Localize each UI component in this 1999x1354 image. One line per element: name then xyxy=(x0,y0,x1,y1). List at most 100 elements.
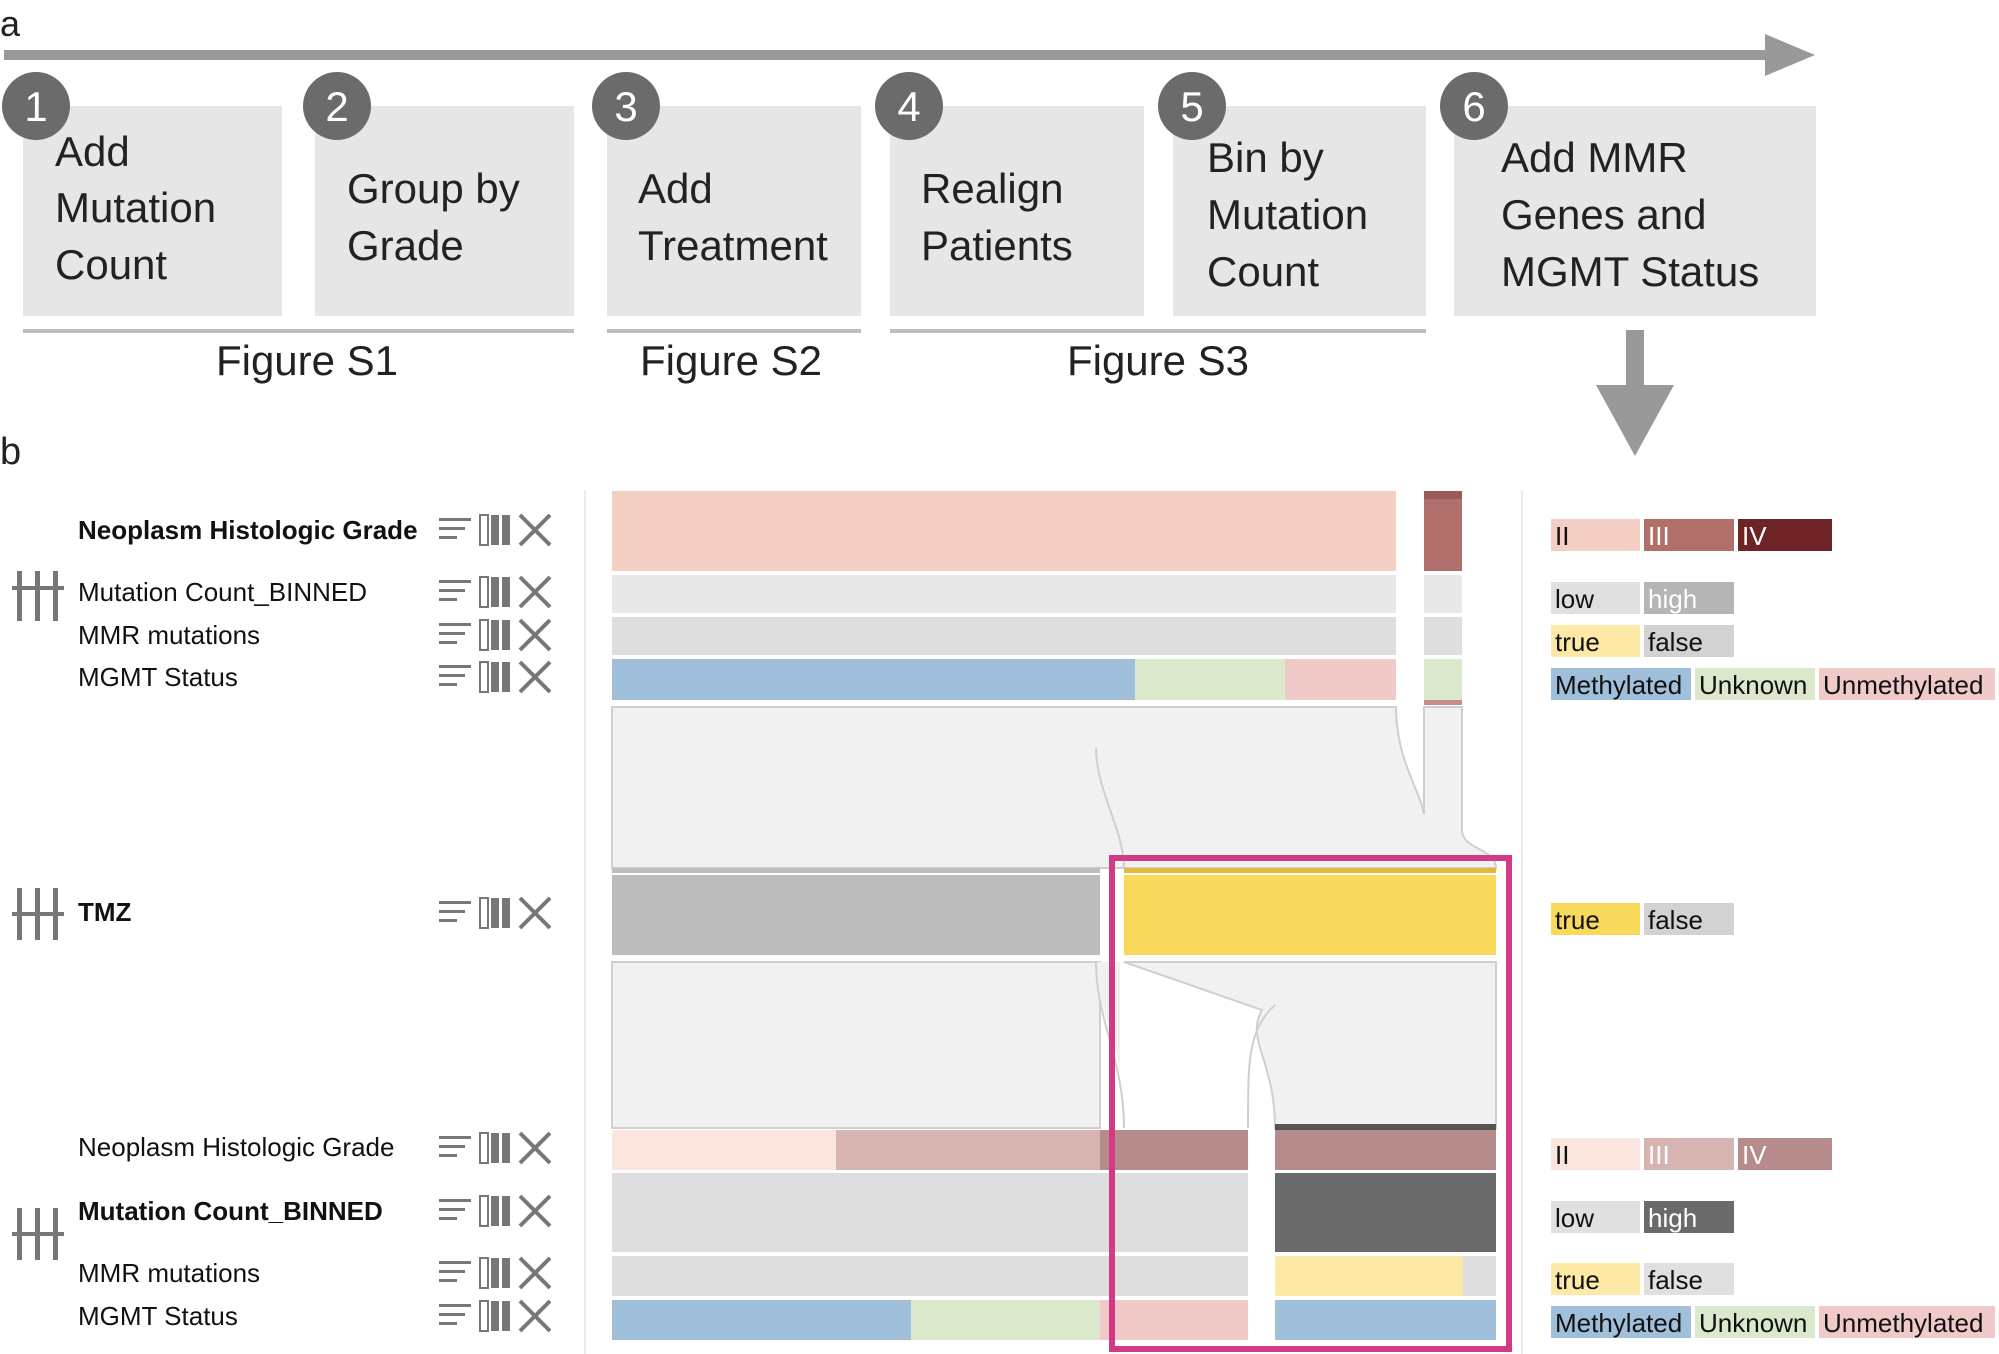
sort-icon[interactable] xyxy=(439,665,471,686)
sort-icon[interactable] xyxy=(439,623,471,644)
step-text: Mutation xyxy=(55,184,216,231)
row-label: MMR mutations xyxy=(78,1258,260,1288)
mgmt-unknown-segment xyxy=(1135,659,1285,700)
mgmt-methylated-segment xyxy=(612,659,1135,700)
legend-swatch xyxy=(1551,668,1691,700)
row-label: Neoplasm Histologic Grade xyxy=(78,1132,394,1162)
group-handle-icon[interactable] xyxy=(12,888,64,940)
tmz-true-segment xyxy=(1124,875,1496,955)
step-text: MGMT Status xyxy=(1501,248,1759,295)
bars-icon[interactable] xyxy=(479,897,510,929)
step-1: 1 Add Mutation Count xyxy=(2,72,282,316)
step-number: 5 xyxy=(1180,83,1203,130)
legend-row: true false xyxy=(1551,625,1734,657)
down-arrow xyxy=(1596,330,1674,456)
close-icon[interactable] xyxy=(518,1299,552,1333)
row-label: TMZ xyxy=(78,897,132,927)
close-icon[interactable] xyxy=(518,1131,552,1165)
close-icon[interactable] xyxy=(518,513,552,547)
sort-icon[interactable] xyxy=(439,1199,471,1220)
legend-label: III xyxy=(1648,1140,1670,1170)
bars-icon[interactable] xyxy=(479,619,510,651)
legend-swatch xyxy=(1551,1263,1640,1295)
bars-icon[interactable] xyxy=(479,1195,510,1227)
legend-swatch xyxy=(1738,1138,1832,1170)
mutation-high-segment xyxy=(1275,1173,1496,1252)
legend-label: II xyxy=(1555,521,1569,551)
close-icon[interactable] xyxy=(518,618,552,652)
mutation-low-segment xyxy=(612,1173,1248,1252)
grade-ii-segment xyxy=(612,1130,836,1170)
close-icon[interactable] xyxy=(518,660,552,694)
highlight-box xyxy=(1109,855,1512,1352)
step-number: 4 xyxy=(897,83,920,130)
bars-icon[interactable] xyxy=(479,1257,510,1289)
sort-icon[interactable] xyxy=(439,580,471,601)
legend-label: true xyxy=(1555,905,1600,935)
mgmt-unmethylated-segment xyxy=(1100,1300,1248,1340)
legend-swatch xyxy=(1644,903,1734,935)
grade-iv-segment xyxy=(1275,1130,1496,1170)
mmr-false-segment xyxy=(612,1256,1248,1296)
mgmt-unknown-segment xyxy=(1424,659,1462,700)
bars-icon[interactable] xyxy=(479,514,510,546)
sort-icon[interactable] xyxy=(439,1261,471,1282)
legend-label: Methylated xyxy=(1555,1308,1682,1338)
figure-label: Figure S3 xyxy=(1067,337,1249,384)
legend-swatch xyxy=(1819,1306,1995,1338)
legend-label: Methylated xyxy=(1555,670,1682,700)
bars-icon[interactable] xyxy=(479,661,510,693)
figure-s3-bracket: Figure S3 xyxy=(890,329,1426,384)
close-icon[interactable] xyxy=(518,896,552,930)
row-label: Mutation Count_BINNED xyxy=(78,1196,383,1226)
close-icon[interactable] xyxy=(518,575,552,609)
bars-icon[interactable] xyxy=(479,576,510,608)
legend-row: Methylated Unknown Unmethylated xyxy=(1551,668,1995,700)
mgmt-methylated-segment xyxy=(1275,1300,1496,1340)
step-number: 6 xyxy=(1462,83,1485,130)
legend-swatch xyxy=(1551,582,1640,614)
row-label: MMR mutations xyxy=(78,620,260,650)
row-controls xyxy=(439,618,552,652)
mmr-false-segment xyxy=(612,617,1396,655)
panel-a-label: a xyxy=(0,3,21,44)
group-handle-icon[interactable] xyxy=(12,571,64,621)
step-text: Bin by xyxy=(1207,134,1324,181)
figure-label: Figure S2 xyxy=(640,337,822,384)
legend-row: true false xyxy=(1551,1263,1734,1295)
legend-swatch xyxy=(1551,625,1640,657)
sort-icon[interactable] xyxy=(439,518,471,539)
legend-label: Unknown xyxy=(1699,670,1807,700)
legend-label: false xyxy=(1648,905,1703,935)
mutation-low-segment xyxy=(612,575,1396,613)
step-text: Patients xyxy=(921,222,1073,269)
legend-label: II xyxy=(1555,1140,1569,1170)
legend-label: true xyxy=(1555,627,1600,657)
mmr-true-segment xyxy=(1275,1256,1463,1296)
grade-iv-segment xyxy=(1100,1130,1248,1170)
sort-icon[interactable] xyxy=(439,1304,471,1325)
legend-swatch xyxy=(1644,519,1734,551)
grade-iii-segment xyxy=(1424,491,1462,571)
row-controls xyxy=(439,575,552,609)
step-text: Treatment xyxy=(638,222,828,269)
legend-label: false xyxy=(1648,627,1703,657)
tmz-false-segment xyxy=(612,875,1100,955)
bars-icon[interactable] xyxy=(479,1300,510,1332)
row-controls xyxy=(439,513,552,547)
group-handle-icon[interactable] xyxy=(12,1208,64,1260)
legend-row: low high xyxy=(1551,582,1734,614)
row-controls xyxy=(439,1131,552,1165)
sort-icon[interactable] xyxy=(439,1136,471,1157)
step-text: Genes and xyxy=(1501,191,1707,238)
row-label: MGMT Status xyxy=(78,662,238,692)
legend-label: III xyxy=(1648,521,1670,551)
mgmt-methylated-segment xyxy=(612,1300,911,1340)
step-6: 6 Add MMR Genes and MGMT Status xyxy=(1440,72,1816,316)
top-block xyxy=(612,491,1462,705)
sort-icon[interactable] xyxy=(439,901,471,922)
close-icon[interactable] xyxy=(518,1194,552,1228)
close-icon[interactable] xyxy=(518,1256,552,1290)
bars-icon[interactable] xyxy=(479,1132,510,1164)
panel-b-label: b xyxy=(0,431,21,473)
